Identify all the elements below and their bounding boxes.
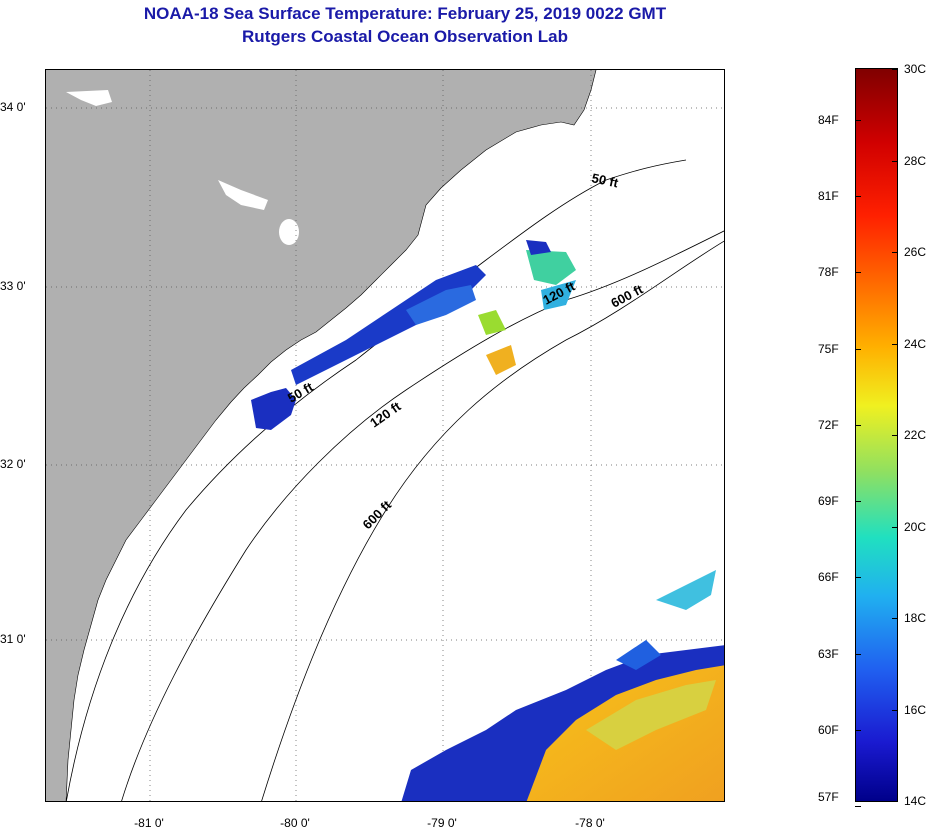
- lon-tick-label: -81 0': [134, 816, 164, 830]
- colorbar-tick: [855, 119, 861, 121]
- colorbar-tick: [855, 729, 861, 731]
- colorbar-fahrenheit-label: 63F: [818, 646, 839, 661]
- contour-label-50ft-a: 50 ft: [590, 170, 620, 190]
- colorbar-celsius-label: 24C: [904, 336, 927, 351]
- colorbar-fahrenheit-label: 81F: [818, 189, 839, 204]
- inland-lake: [279, 219, 299, 245]
- depth-contours: [65, 159, 724, 801]
- colorbar-celsius-label: 26C: [904, 245, 927, 259]
- inland-lake: [218, 180, 268, 210]
- lat-tick-label: 34 0': [0, 100, 26, 114]
- lat-tick-label: 31 0': [0, 632, 26, 646]
- colorbar-tick: [892, 801, 898, 802]
- colorbar-tick: [892, 252, 898, 253]
- colorbar-fahrenheit-label: 72F: [818, 417, 839, 432]
- lon-tick-label: -79 0': [427, 816, 457, 830]
- colorbar-fahrenheit-label: 69F: [818, 494, 839, 509]
- map-subtitle: Rutgers Coastal Ocean Observation Lab: [242, 27, 568, 46]
- colorbar-tick: [855, 196, 861, 198]
- colorbar-tick: [892, 343, 898, 345]
- sst-map: 50 ft 120 ft 600 ft 50 ft 120 ft 600 ft: [46, 70, 724, 801]
- colorbar-celsius-label: 28C: [904, 153, 927, 168]
- colorbar-fahrenheit-label: 84F: [818, 112, 839, 127]
- colorbar-fahrenheit-label: 78F: [818, 265, 839, 280]
- lat-tick-label: 32 0': [0, 457, 26, 471]
- colorbar-tick: [892, 69, 898, 70]
- colorbar-celsius-label: 16C: [904, 702, 927, 717]
- inland-lake: [66, 90, 112, 106]
- colorbar-celsius-label: 14C: [904, 794, 927, 808]
- colorbar-tick: [855, 653, 861, 655]
- colorbar-tick: [892, 435, 898, 436]
- colorbar-tick: [855, 348, 861, 350]
- colorbar-tick: [892, 526, 898, 528]
- colorbar-tick: [855, 272, 861, 274]
- colorbar-celsius-label: 30C: [904, 62, 927, 76]
- colorbar-tick: [855, 501, 861, 503]
- colorbar-tick: [855, 577, 861, 579]
- colorbar-tick: [855, 806, 861, 808]
- colorbar-fahrenheit-label: 57F: [818, 790, 839, 804]
- colorbar: [855, 68, 898, 802]
- sst-patches: [251, 240, 724, 801]
- colorbar-tick: [892, 160, 898, 162]
- colorbar-tick: [855, 424, 861, 426]
- lat-tick-label: 33 0': [0, 279, 26, 293]
- colorbar-celsius-label: 20C: [904, 519, 927, 534]
- coastline: [65, 70, 597, 801]
- map-title: NOAA-18 Sea Surface Temperature: Februar…: [143, 4, 667, 23]
- land-northeast: [606, 70, 724, 200]
- colorbar-tick: [892, 709, 898, 711]
- lon-tick-label: -80 0': [280, 816, 310, 830]
- land-mass: [46, 70, 596, 801]
- lon-tick-label: -78 0': [575, 816, 605, 830]
- colorbar-celsius-label: 18C: [904, 611, 927, 625]
- colorbar-celsius-label: 22C: [904, 428, 927, 442]
- colorbar-tick: [892, 618, 898, 619]
- colorbar-fahrenheit-label: 75F: [818, 341, 839, 356]
- map-area: 50 ft 120 ft 600 ft 50 ft 120 ft 600 ft: [45, 69, 725, 802]
- colorbar-fahrenheit-label: 66F: [818, 570, 839, 585]
- colorbar-fahrenheit-label: 60F: [818, 722, 839, 737]
